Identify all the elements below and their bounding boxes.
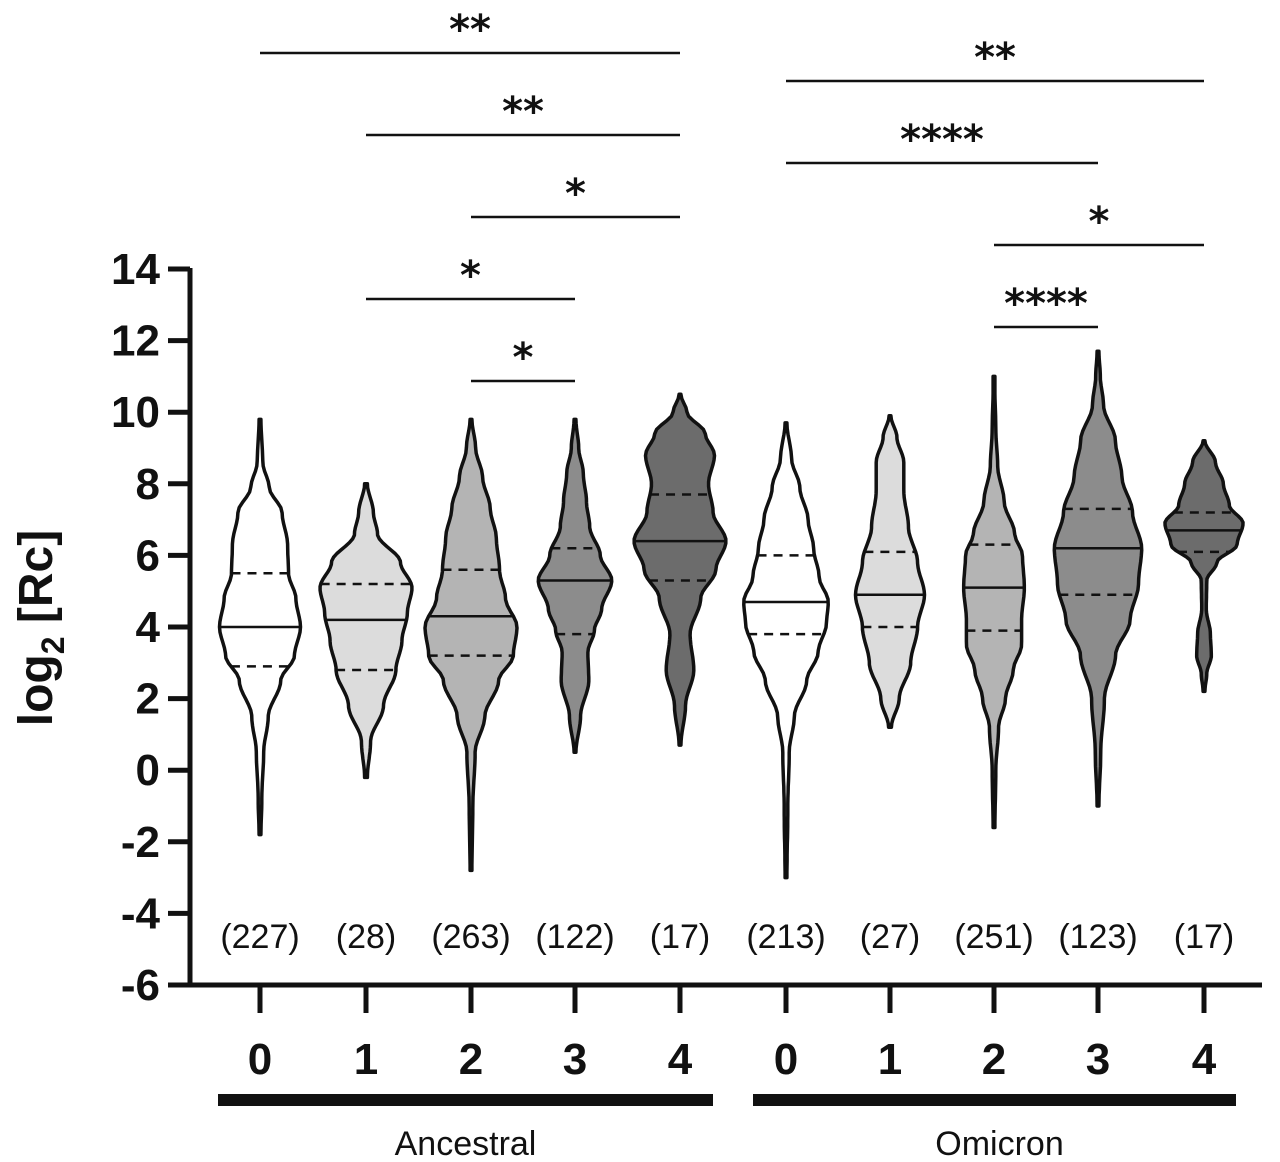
- y-tick-label: 4: [136, 603, 161, 652]
- significance-label: *: [1089, 199, 1110, 245]
- x-tick-label: 0: [774, 1035, 798, 1084]
- significance-label: **: [502, 89, 544, 135]
- x-tick-label: 2: [459, 1035, 483, 1084]
- sample-count-label: (251): [954, 918, 1033, 956]
- x-tick-label: 1: [878, 1035, 902, 1084]
- x-tick-label: 4: [668, 1035, 693, 1084]
- sample-count-label: (123): [1058, 918, 1137, 956]
- sample-count-label: (122): [535, 918, 614, 956]
- group-label: Omicron: [935, 1125, 1063, 1162]
- violin-body: [318, 482, 414, 780]
- y-tick-label: 8: [136, 460, 160, 509]
- significance-label: ****: [900, 117, 984, 163]
- y-tick-label: 12: [111, 317, 160, 366]
- violins: [217, 349, 1245, 880]
- sample-count-label: (17): [1174, 918, 1234, 956]
- y-axis-title-subscript: 2: [35, 636, 71, 654]
- y-tick-label: -4: [121, 889, 161, 938]
- significance-label: *: [565, 171, 586, 217]
- sample-count-label: (213): [746, 918, 825, 956]
- x-tick-label: 3: [1086, 1035, 1110, 1084]
- violin-body: [853, 414, 927, 729]
- y-tick-label: 0: [136, 746, 160, 795]
- significance-label: *: [513, 335, 534, 381]
- sample-count-label: (227): [220, 918, 299, 956]
- violin-body: [961, 374, 1027, 830]
- group-bar: [753, 1094, 1236, 1106]
- y-tick-label: -2: [121, 818, 160, 867]
- x-tick-label: 2: [982, 1035, 1006, 1084]
- y-tick-label: -6: [121, 961, 160, 1010]
- violin-body: [1163, 439, 1245, 694]
- x-tick-label: 3: [563, 1035, 587, 1084]
- violin-body: [1052, 349, 1144, 808]
- sample-counts: (227) (28) (263) (122) (17) (213) (27) (251) (12…: [220, 918, 1234, 956]
- significance-label: ****: [1004, 281, 1088, 327]
- significance-label: *: [460, 253, 481, 299]
- group-label: Ancestral: [395, 1125, 537, 1162]
- violin-body: [742, 421, 830, 880]
- sample-count-label: (17): [650, 918, 710, 956]
- violin-body: [423, 417, 519, 873]
- y-axis-title-suffix: [Rc]: [10, 530, 63, 637]
- svg-text:log2 [Rc]: log2 [Rc]: [10, 530, 71, 726]
- sample-count-label: (263): [431, 918, 510, 956]
- sample-count-label: (27): [860, 918, 920, 956]
- y-tick-label: 6: [136, 531, 160, 580]
- group-bars: Ancestral Omicron: [218, 1094, 1236, 1162]
- violin-body: [632, 392, 728, 747]
- x-tick-label: 4: [1192, 1035, 1217, 1084]
- sample-count-label: (28): [336, 918, 396, 956]
- significance-label: **: [974, 35, 1016, 81]
- y-tick-label: 14: [111, 245, 160, 294]
- violin-body: [536, 417, 614, 755]
- significance-label: **: [449, 7, 491, 53]
- y-tick-label: 2: [136, 675, 160, 724]
- group-bar: [218, 1094, 713, 1106]
- x-tick-label: 0: [248, 1035, 272, 1084]
- y-tick-label: 10: [111, 388, 160, 437]
- y-axis-title: log2 [Rc]: [10, 530, 71, 726]
- significance-brackets: ******************: [260, 7, 1204, 383]
- y-axis-title-main: log: [10, 654, 63, 726]
- x-tick-label: 1: [354, 1035, 378, 1084]
